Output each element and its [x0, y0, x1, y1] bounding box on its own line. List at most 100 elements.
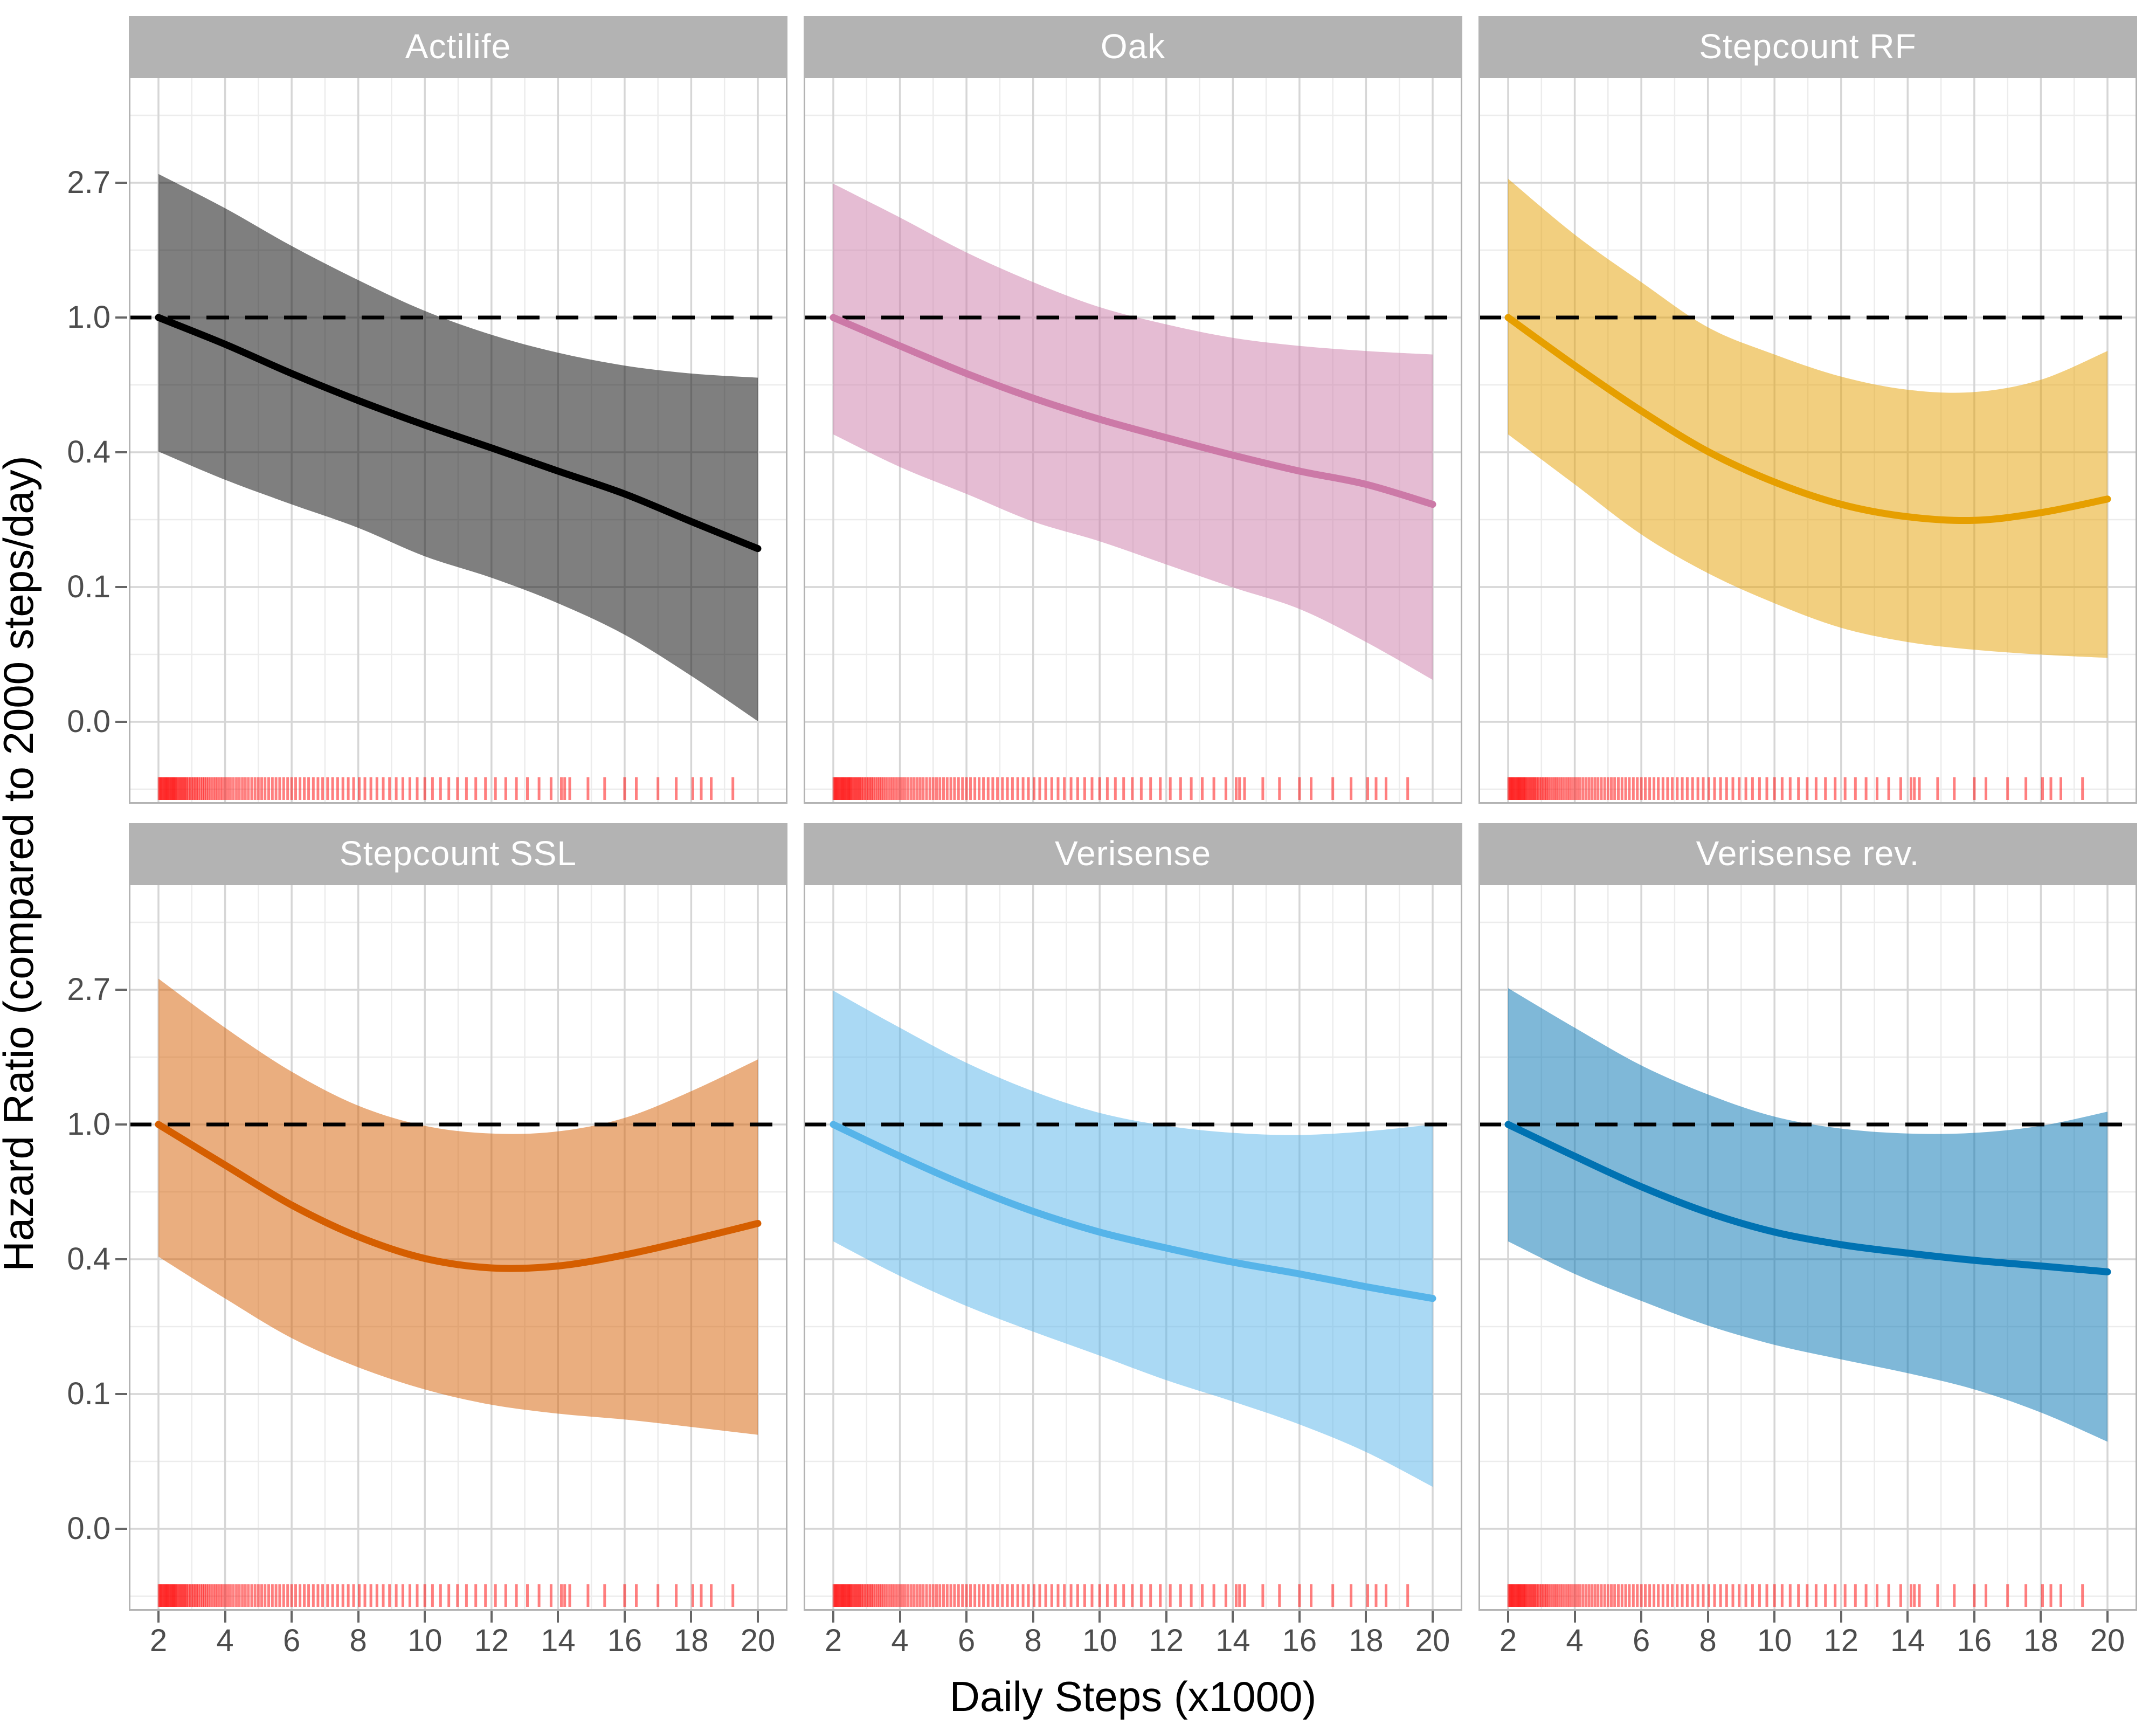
- x-tick-label: 12: [474, 1623, 509, 1658]
- x-tick-label: 2: [1499, 1623, 1517, 1658]
- facet-panel-actilife: [129, 77, 787, 804]
- confidence-ribbon: [158, 978, 758, 1435]
- x-tick-label: 6: [282, 1623, 301, 1658]
- x-tick-mark: [1840, 1611, 1842, 1623]
- rug-marks: [157, 777, 735, 800]
- y-tick-mark: [115, 316, 127, 319]
- facet-strip-label: Stepcount SSL: [340, 834, 577, 873]
- panel-border: [1478, 884, 2137, 1611]
- hazard-ratio-line: [830, 314, 1436, 508]
- x-tick-label: 16: [1282, 1623, 1317, 1658]
- x-tick-mark: [1507, 1611, 1509, 1623]
- rug-marks: [157, 1584, 735, 1607]
- y-tick-mark: [115, 1258, 127, 1260]
- x-tick-label: 6: [1632, 1623, 1650, 1658]
- x-tick-label: 6: [957, 1623, 976, 1658]
- x-tick-label: 4: [891, 1623, 909, 1658]
- facet-strip-stepcount-rf: Stepcount RF: [1478, 16, 2137, 77]
- facet-strip-verisense: Verisense: [804, 823, 1462, 884]
- x-tick-label: 10: [1757, 1623, 1792, 1658]
- x-tick-label: 4: [1566, 1623, 1584, 1658]
- y-tick-mark: [115, 451, 127, 453]
- x-tick-mark: [1432, 1611, 1434, 1623]
- x-tick-mark: [899, 1611, 901, 1623]
- x-tick-label: 18: [2023, 1623, 2058, 1658]
- x-tick-mark: [1032, 1611, 1034, 1623]
- x-tick-label: 10: [407, 1623, 443, 1658]
- facet-strip-oak: Oak: [804, 16, 1462, 77]
- facet-panel-oak: [804, 77, 1462, 804]
- x-tick-mark: [623, 1611, 626, 1623]
- y-tick-label: 1.0: [67, 300, 110, 335]
- y-tick-mark: [115, 182, 127, 184]
- x-tick-mark: [2040, 1611, 2042, 1623]
- x-tick-label: 2: [149, 1623, 168, 1658]
- x-tick-mark: [490, 1611, 493, 1623]
- y-tick-label: 0.0: [67, 1510, 110, 1546]
- y-tick-label: 0.1: [67, 569, 110, 604]
- y-tick-mark: [115, 1392, 127, 1395]
- x-tick-mark: [1906, 1611, 1909, 1623]
- confidence-ribbon: [158, 174, 758, 721]
- y-tick-label: 0.4: [67, 1241, 110, 1276]
- rug-marks: [1507, 1584, 2084, 1607]
- panel-border: [129, 77, 787, 804]
- x-tick-mark: [1573, 1611, 1576, 1623]
- x-tick-mark: [1365, 1611, 1367, 1623]
- x-tick-label: 8: [349, 1623, 367, 1658]
- hazard-ratio-line: [155, 1121, 762, 1272]
- panel-border: [804, 77, 1462, 804]
- x-tick-mark: [965, 1611, 968, 1623]
- x-tick-label: 18: [1349, 1623, 1384, 1658]
- facet-panel-stepcount-rf: [1478, 77, 2137, 804]
- x-tick-label: 2: [824, 1623, 842, 1658]
- hazard-ratio-line: [1504, 314, 2111, 525]
- y-tick-mark: [115, 989, 127, 991]
- x-tick-mark: [291, 1611, 293, 1623]
- x-tick-mark: [224, 1611, 226, 1623]
- facet-panel-verisense: [804, 884, 1462, 1611]
- panel-border: [129, 884, 787, 1611]
- confidence-ribbon: [1508, 178, 2107, 658]
- x-tick-mark: [424, 1611, 426, 1623]
- x-tick-mark: [157, 1611, 160, 1623]
- x-tick-label: 18: [674, 1623, 709, 1658]
- facet-strip-label: Actilife: [405, 27, 512, 66]
- x-tick-label: 12: [1823, 1623, 1859, 1658]
- hazard-ratio-line: [155, 314, 762, 553]
- x-tick-mark: [1706, 1611, 1709, 1623]
- rug-marks: [832, 777, 1409, 800]
- y-tick-label: 2.7: [67, 972, 110, 1007]
- x-tick-mark: [557, 1611, 559, 1623]
- x-tick-label: 20: [1415, 1623, 1450, 1658]
- x-axis-title: Daily Steps (x1000): [949, 1673, 1317, 1720]
- rug-marks: [1507, 777, 2084, 800]
- y-tick-label: 0.0: [67, 703, 110, 739]
- x-tick-label: 14: [541, 1623, 576, 1658]
- y-tick-mark: [115, 585, 127, 588]
- x-tick-mark: [690, 1611, 693, 1623]
- y-tick-label: 1.0: [67, 1107, 110, 1142]
- x-tick-mark: [832, 1611, 834, 1623]
- x-tick-mark: [2106, 1611, 2109, 1623]
- hazard-ratio-line: [830, 1121, 1436, 1302]
- facet-strip-label: Stepcount RF: [1699, 27, 1917, 66]
- x-tick-mark: [1773, 1611, 1776, 1623]
- facet-strip-verisense-rev: Verisense rev.: [1478, 823, 2137, 884]
- x-tick-label: 14: [1215, 1623, 1250, 1658]
- facet-strip-stepcount-ssl: Stepcount SSL: [129, 823, 787, 884]
- x-tick-label: 16: [1957, 1623, 1992, 1658]
- facet-strip-label: Verisense: [1054, 834, 1212, 873]
- y-tick-label: 2.7: [67, 165, 110, 200]
- facet-panel-verisense-rev: [1478, 884, 2137, 1611]
- x-tick-label: 12: [1149, 1623, 1184, 1658]
- y-tick-mark: [115, 720, 127, 723]
- x-tick-mark: [1640, 1611, 1643, 1623]
- x-tick-mark: [1232, 1611, 1234, 1623]
- x-tick-mark: [1098, 1611, 1101, 1623]
- x-tick-label: 4: [216, 1623, 234, 1658]
- x-tick-label: 16: [607, 1623, 642, 1658]
- y-tick-label: 0.1: [67, 1376, 110, 1411]
- rug-marks: [832, 1584, 1409, 1607]
